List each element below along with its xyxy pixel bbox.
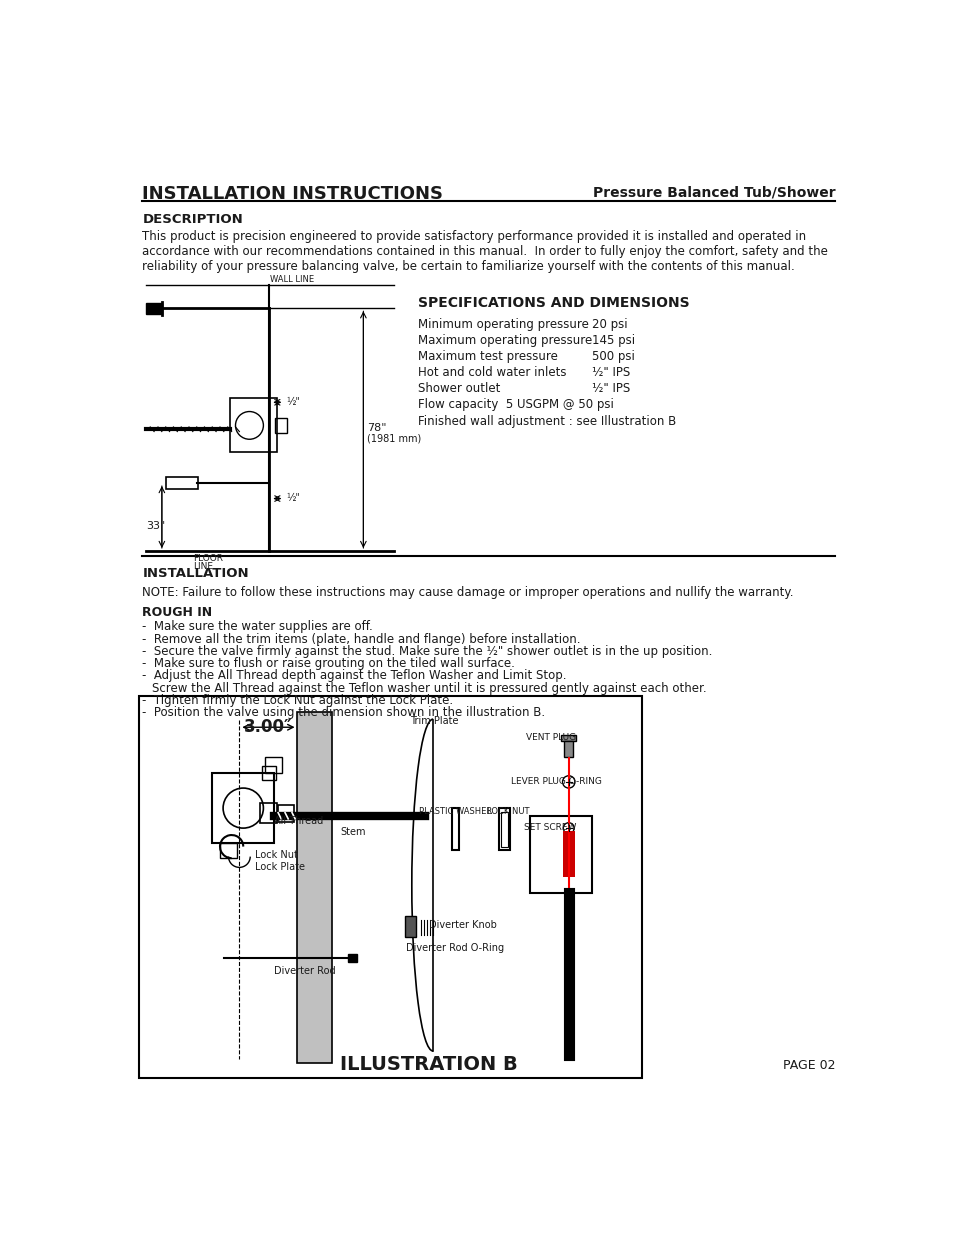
Bar bbox=[146, 303, 162, 314]
Text: -  Adjust the All Thread depth against the Teflon Washer and Limit Stop.: - Adjust the All Thread depth against th… bbox=[142, 669, 566, 683]
Bar bbox=[452, 808, 458, 851]
Text: PLASTIC WASHER: PLASTIC WASHER bbox=[418, 806, 492, 815]
Bar bbox=[348, 955, 356, 962]
Bar bbox=[166, 477, 198, 489]
Text: NOTE: Failure to follow these instructions may cause damage or improper operatio: NOTE: Failure to follow these instructio… bbox=[142, 585, 793, 599]
Text: ½": ½" bbox=[286, 398, 299, 408]
Text: -  Remove all the trim items (plate, handle and flange) before installation.: - Remove all the trim items (plate, hand… bbox=[142, 632, 580, 646]
Text: ½" IPS: ½" IPS bbox=[592, 383, 630, 395]
Text: Pressure Balanced Tub/Shower: Pressure Balanced Tub/Shower bbox=[592, 185, 835, 199]
Text: Maximum operating pressure: Maximum operating pressure bbox=[417, 333, 591, 347]
Text: INSTALLATION INSTRUCTIONS: INSTALLATION INSTRUCTIONS bbox=[142, 185, 443, 204]
Text: Finished wall adjustment : see Illustration B: Finished wall adjustment : see Illustrat… bbox=[417, 415, 675, 427]
Text: LEVER PLUG O-RING: LEVER PLUG O-RING bbox=[510, 777, 601, 787]
Text: Lock Plate: Lock Plate bbox=[254, 862, 305, 872]
Text: LINE: LINE bbox=[193, 562, 213, 571]
Bar bbox=[230, 399, 276, 452]
Bar bbox=[500, 811, 507, 846]
Text: Minimum operating pressure: Minimum operating pressure bbox=[417, 317, 588, 331]
Bar bbox=[278, 805, 294, 823]
Bar bbox=[265, 757, 282, 773]
Text: INSTALLATION: INSTALLATION bbox=[142, 567, 249, 580]
Text: Maximum test pressure: Maximum test pressure bbox=[417, 350, 557, 363]
Text: -  Tighten firmly the Lock Nut against the Lock Plate.: - Tighten firmly the Lock Nut against th… bbox=[142, 694, 453, 708]
Bar bbox=[220, 842, 236, 858]
Text: ½" IPS: ½" IPS bbox=[592, 366, 630, 379]
Text: 145 psi: 145 psi bbox=[592, 333, 635, 347]
Text: Screw the All Thread against the Teflon washer until it is pressured gently agai: Screw the All Thread against the Teflon … bbox=[152, 682, 705, 695]
Text: -  Secure the valve firmly against the stud. Make sure the ½" shower outlet is i: - Secure the valve firmly against the st… bbox=[142, 645, 712, 658]
Bar bbox=[260, 804, 277, 824]
Text: 3.00″: 3.00″ bbox=[244, 718, 292, 736]
Bar bbox=[405, 916, 416, 937]
Text: ROUGH IN: ROUGH IN bbox=[142, 605, 213, 619]
Text: All Thread: All Thread bbox=[274, 816, 323, 826]
Text: This product is precision engineered to provide satisfactory performance provide: This product is precision engineered to … bbox=[142, 230, 827, 273]
Text: PAGE 02: PAGE 02 bbox=[782, 1060, 835, 1072]
Bar bbox=[138, 697, 641, 1078]
Text: ½": ½" bbox=[286, 494, 299, 504]
Bar bbox=[560, 735, 576, 741]
Text: -  Make sure the water supplies are off.: - Make sure the water supplies are off. bbox=[142, 620, 373, 634]
Text: SPECIFICATIONS AND DIMENSIONS: SPECIFICATIONS AND DIMENSIONS bbox=[417, 296, 688, 310]
Bar bbox=[261, 766, 275, 779]
Bar bbox=[297, 711, 332, 1063]
Bar bbox=[498, 808, 509, 851]
Text: 78": 78" bbox=[367, 424, 386, 433]
Text: Hot and cold water inlets: Hot and cold water inlets bbox=[417, 366, 565, 379]
Bar bbox=[563, 741, 573, 757]
Text: Lock Nut: Lock Nut bbox=[254, 851, 297, 861]
Text: Trim Plate: Trim Plate bbox=[410, 716, 457, 726]
Text: WALL LINE: WALL LINE bbox=[270, 274, 314, 284]
Text: LOCK NUT: LOCK NUT bbox=[487, 806, 529, 815]
Bar bbox=[530, 816, 592, 893]
Text: Shower outlet: Shower outlet bbox=[417, 383, 499, 395]
Text: VENT PLUG: VENT PLUG bbox=[525, 734, 576, 742]
Text: -  Position the valve using the dimension shown in the illustration B.: - Position the valve using the dimension… bbox=[142, 706, 545, 720]
Text: ILLUSTRATION B: ILLUSTRATION B bbox=[340, 1055, 517, 1074]
Text: SET SCREW: SET SCREW bbox=[523, 824, 576, 832]
Bar bbox=[274, 417, 287, 433]
Bar bbox=[212, 773, 274, 842]
Text: Diverter Knob: Diverter Knob bbox=[429, 920, 497, 930]
Text: Diverter Rod O-Ring: Diverter Rod O-Ring bbox=[406, 942, 503, 953]
Text: Diverter Rod: Diverter Rod bbox=[274, 966, 335, 976]
Text: (1981 mm): (1981 mm) bbox=[367, 433, 421, 443]
Text: 33": 33" bbox=[146, 521, 166, 531]
Text: Flow capacity  5 USGPM @ 50 psi: Flow capacity 5 USGPM @ 50 psi bbox=[417, 399, 613, 411]
Text: 500 psi: 500 psi bbox=[592, 350, 634, 363]
Text: FLOOR: FLOOR bbox=[193, 555, 223, 563]
Text: 20 psi: 20 psi bbox=[592, 317, 627, 331]
Text: DESCRIPTION: DESCRIPTION bbox=[142, 212, 243, 226]
Text: -  Make sure to flush or raise grouting on the tiled wall surface.: - Make sure to flush or raise grouting o… bbox=[142, 657, 515, 671]
Bar bbox=[562, 831, 575, 877]
Text: Stem: Stem bbox=[340, 827, 365, 837]
